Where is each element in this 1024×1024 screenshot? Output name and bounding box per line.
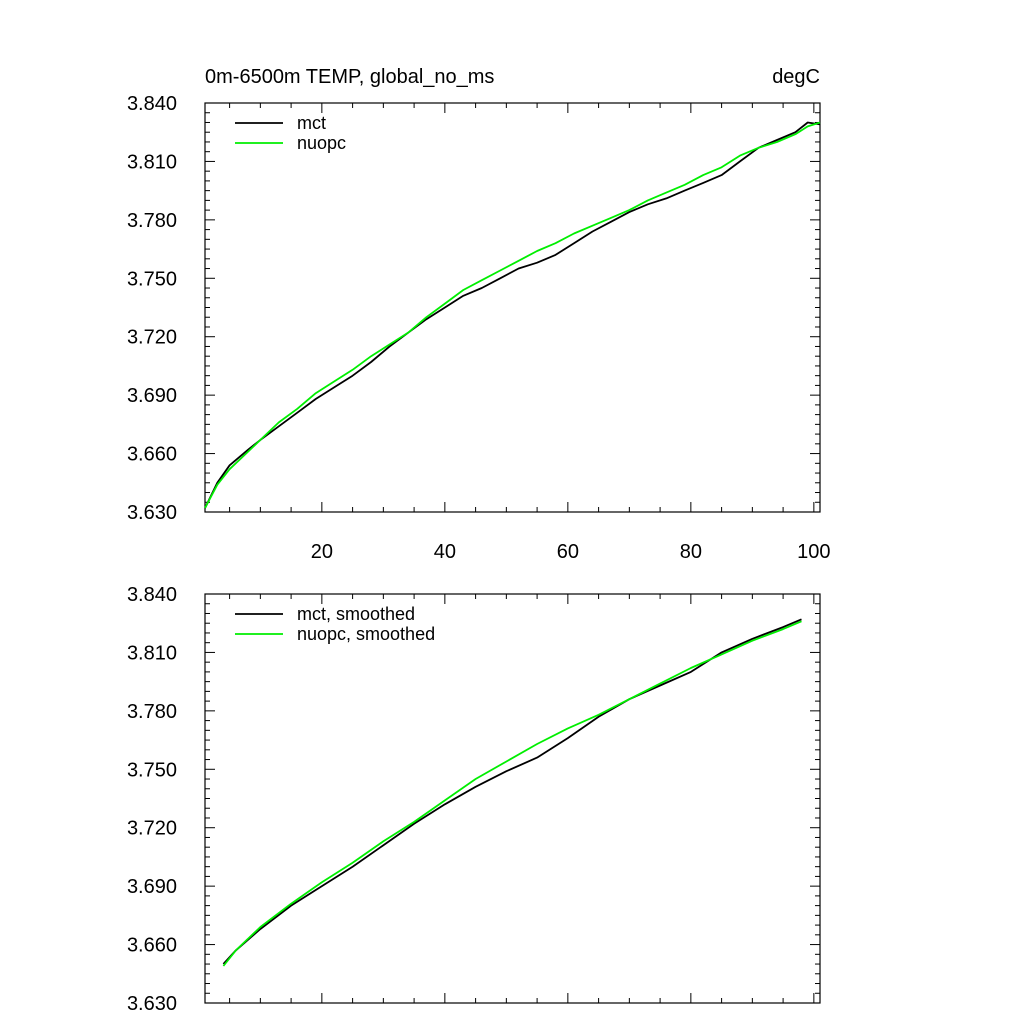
bottom-panel: 3.630 3.660 3.690 3.720 3.750 3.780 3.810 3.840… [127,584,821,1015]
y-tick-label: 3.750 [127,759,177,781]
y-tick-label: 3.690 [127,385,177,407]
y-tick-label: 3.720 [127,818,177,840]
y-tick-label: 3.780 [127,210,177,232]
x-tick-label: 100 [797,541,830,563]
y-tick-label: 3.810 [127,151,177,173]
y-tick-label: 3.810 [127,642,177,664]
x-tick-label: 80 [680,541,702,563]
series-line-green [222,620,802,967]
legend-label: nuopc [297,133,346,153]
y-tick-label: 3.630 [127,502,177,524]
y-tick-label: 3.690 [127,876,177,898]
legend-label: mct, smoothed [297,604,415,624]
y-tick-label: 3.660 [127,935,177,957]
y-tick-label: 3.840 [127,93,177,115]
y-tick-label: 3.720 [127,327,177,349]
chart-title: 0m-6500m TEMP, global_no_ms [205,66,494,88]
x-tick-label: 60 [557,541,579,563]
series-line-green [204,121,821,509]
y-tick-label: 3.630 [127,993,177,1015]
y-tick-label: 3.840 [127,584,177,606]
top-panel: 3.630 3.660 3.690 3.720 3.750 3.780 3.810 3.840… [127,66,831,563]
series-line-black [204,121,821,509]
x-tick-label: 20 [311,541,333,563]
y-tick-label: 3.660 [127,444,177,466]
plot-frame [204,593,821,1004]
legend-label: mct [297,113,326,133]
units-label: degC [772,66,820,88]
series-line-black [222,618,802,965]
legend-label: nuopc, smoothed [297,624,435,644]
x-tick-label: 40 [434,541,456,563]
y-tick-label: 3.780 [127,701,177,723]
y-tick-label: 3.750 [127,268,177,290]
